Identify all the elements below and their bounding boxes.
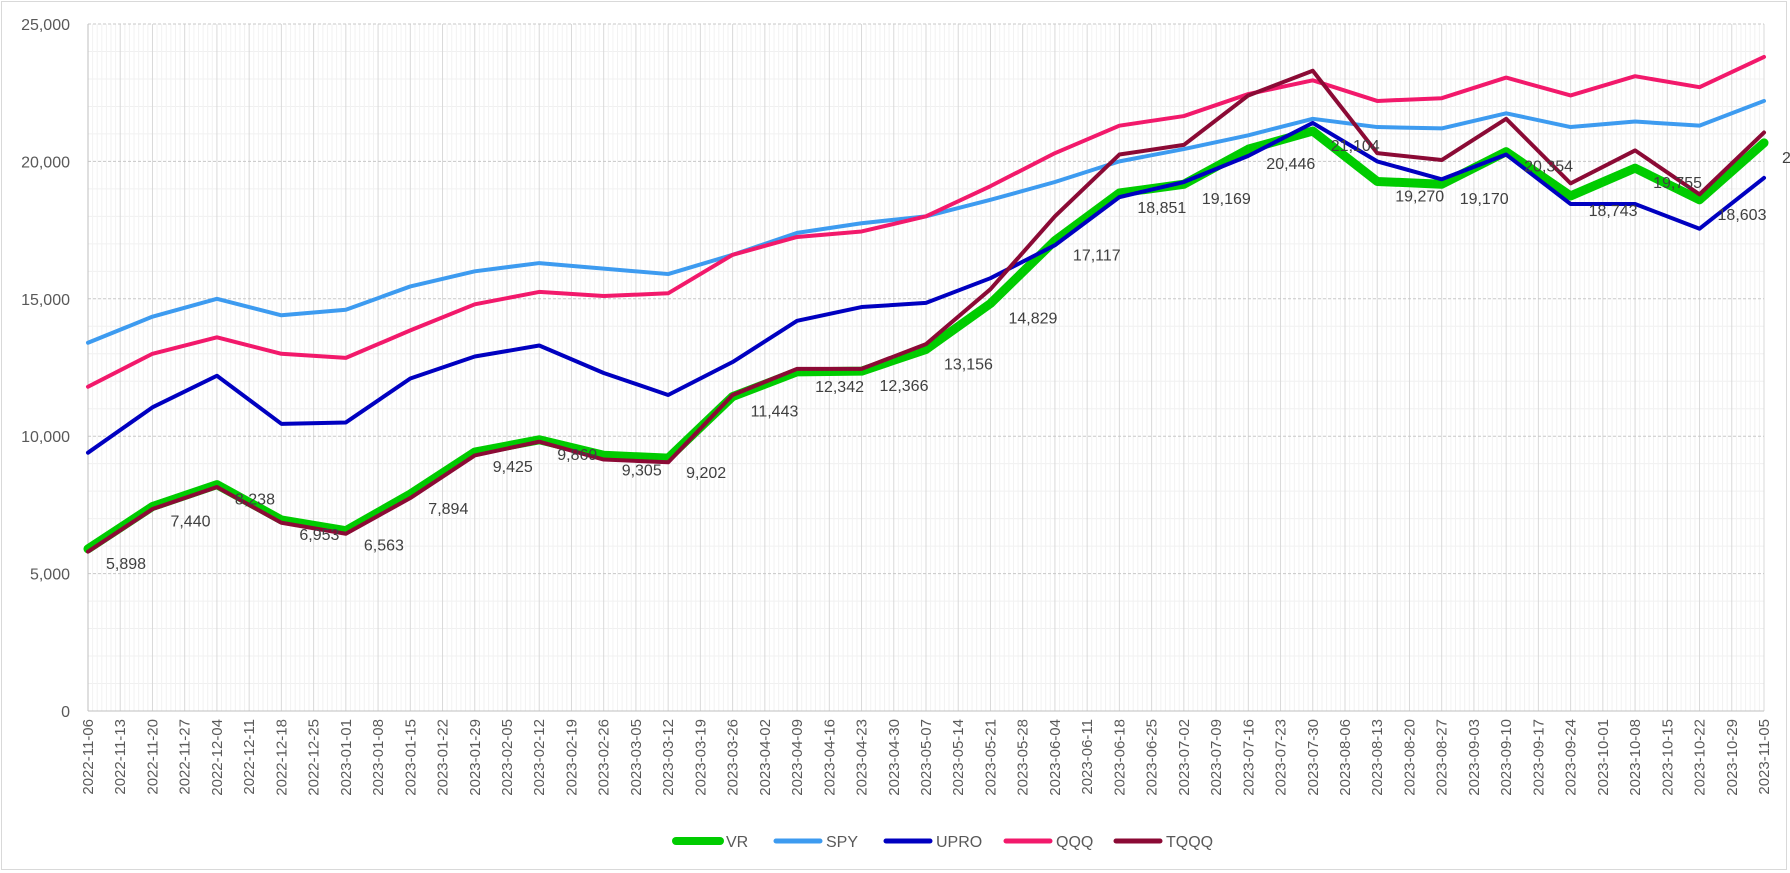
x-tick-label: 2022-11-06	[80, 719, 97, 795]
x-tick-label: 2023-01-01	[338, 719, 355, 796]
y-tick-label: 15,000	[21, 292, 70, 309]
data-label: 18,603	[1718, 207, 1767, 224]
x-tick-label: 2023-07-09	[1208, 719, 1225, 796]
legend-label-spy: SPY	[826, 834, 858, 851]
data-label: 19,169	[1202, 191, 1251, 208]
x-tick-label: 2023-02-26	[596, 719, 613, 796]
x-tick-label: 2023-03-26	[725, 719, 742, 796]
data-label: 20,354	[1524, 159, 1573, 176]
data-label: 9,869	[557, 447, 597, 464]
x-tick-label: 2023-10-01	[1595, 719, 1612, 796]
legend-label-qqq: QQQ	[1056, 834, 1093, 851]
data-label: 6,563	[364, 538, 404, 555]
x-tick-label: 2023-03-05	[628, 719, 645, 796]
data-label: 12,342	[815, 379, 864, 396]
x-tick-label: 2023-11-05	[1756, 719, 1773, 795]
x-tick-label: 2023-07-30	[1305, 719, 1322, 796]
data-label: 7,440	[170, 514, 210, 531]
x-tick-label: 2023-10-08	[1627, 719, 1644, 796]
x-tick-label: 2023-09-24	[1563, 719, 1580, 796]
data-label: 18,743	[1589, 203, 1638, 220]
data-label: 14,829	[1008, 310, 1057, 327]
x-tick-label: 2023-01-29	[467, 719, 484, 796]
x-tick-label: 2023-04-30	[886, 719, 903, 796]
x-tick-label: 2023-05-21	[982, 719, 999, 796]
data-label: 17,117	[1073, 248, 1121, 265]
x-tick-label: 2023-05-28	[1015, 719, 1032, 796]
y-tick-label: 25,000	[21, 17, 70, 34]
series-line-upro	[86, 120, 1766, 455]
x-tick-label: 2023-03-19	[692, 719, 709, 796]
x-tick-label: 2023-09-17	[1530, 719, 1547, 796]
x-tick-label: 2022-12-11	[241, 719, 258, 795]
x-tick-label: 2023-04-23	[854, 719, 871, 796]
x-tick-label: 2023-05-14	[950, 719, 967, 796]
x-tick-label: 2023-04-16	[821, 719, 838, 796]
data-label: 9,425	[493, 459, 533, 476]
series-line-qqq	[86, 54, 1766, 389]
x-tick-label: 2023-01-08	[370, 719, 387, 796]
legend-label-upro: UPRO	[936, 834, 982, 851]
x-tick-label: 2023-04-02	[757, 719, 774, 796]
y-tick-label: 5,000	[30, 567, 70, 584]
legend-label-vr: VR	[726, 834, 748, 851]
x-tick-label: 2023-04-09	[789, 719, 806, 796]
data-label: 8,238	[235, 492, 275, 509]
data-label: 19,755	[1653, 175, 1702, 192]
data-label: 5,898	[106, 556, 146, 573]
data-label: 13,156	[944, 356, 993, 373]
series-line-tqqq	[86, 68, 1766, 554]
data-label: 19,270	[1395, 188, 1444, 205]
x-tick-label: 2023-06-04	[1047, 719, 1064, 796]
data-label: 18,851	[1137, 200, 1186, 217]
x-tick-label: 2023-06-25	[1144, 719, 1161, 796]
x-tick-label: 2022-12-04	[209, 719, 226, 796]
x-tick-label: 2023-02-05	[499, 719, 516, 796]
x-tick-label: 2022-11-27	[177, 719, 194, 795]
x-tick-label: 2022-12-25	[306, 719, 323, 796]
x-tick-label: 2023-02-19	[563, 719, 580, 796]
x-tick-label: 2023-07-02	[1176, 719, 1193, 796]
x-tick-label: 2023-08-06	[1337, 719, 1354, 796]
x-tick-label: 2022-11-13	[112, 719, 129, 795]
x-tick-label: 2023-06-11	[1079, 719, 1096, 795]
x-tick-label: 2023-03-12	[660, 719, 677, 796]
x-tick-label: 2023-08-13	[1369, 719, 1386, 796]
data-label: 20,676	[1782, 150, 1790, 167]
x-tick-label: 2023-07-23	[1273, 719, 1290, 796]
x-tick-label: 2023-09-10	[1498, 719, 1515, 796]
x-tick-label: 2023-10-22	[1692, 719, 1709, 796]
x-tick-label: 2023-05-07	[918, 719, 935, 796]
x-tick-label: 2023-08-27	[1434, 719, 1451, 796]
data-label: 7,894	[428, 501, 468, 518]
x-tick-label: 2023-08-20	[1401, 719, 1418, 796]
x-tick-label: 2023-06-18	[1111, 719, 1128, 796]
x-tick-label: 2023-10-29	[1724, 719, 1741, 796]
x-tick-label: 2022-11-20	[144, 719, 161, 795]
data-label: 9,202	[686, 465, 726, 482]
y-tick-label: 10,000	[21, 429, 70, 446]
x-tick-label: 2023-07-16	[1240, 719, 1257, 796]
x-tick-label: 2023-02-12	[531, 719, 548, 796]
x-tick-label: 2023-01-22	[435, 719, 452, 796]
y-tick-label: 0	[61, 704, 70, 721]
x-tick-label: 2023-01-15	[402, 719, 419, 796]
data-label: 19,170	[1460, 191, 1509, 208]
data-label: 12,366	[880, 378, 929, 395]
data-label: 21,104	[1331, 138, 1380, 155]
data-label: 20,446	[1266, 156, 1315, 173]
x-tick-label: 2022-12-18	[273, 719, 290, 796]
y-tick-label: 20,000	[21, 154, 70, 171]
x-tick-label: 2023-09-03	[1466, 719, 1483, 796]
data-label: 6,953	[299, 527, 339, 544]
data-label: 11,443	[751, 404, 799, 421]
x-tick-label: 2023-10-15	[1659, 719, 1676, 796]
legend-label-tqqq: TQQQ	[1166, 834, 1213, 851]
data-label: 9,305	[622, 462, 662, 479]
